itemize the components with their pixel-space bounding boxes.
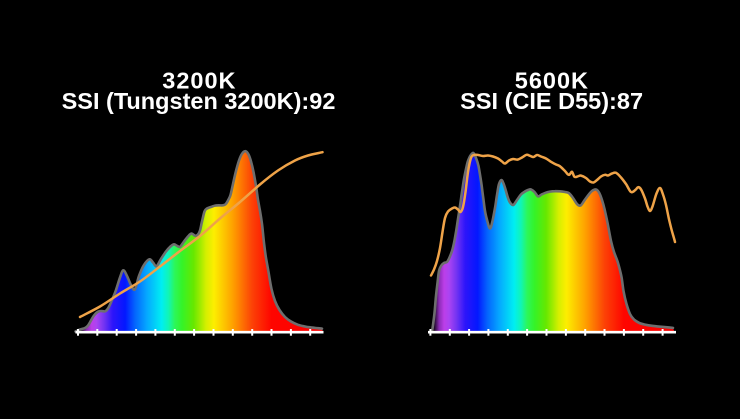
svg-text:SSI (CIE D55):87: SSI (CIE D55):87 (460, 88, 643, 114)
svg-text:3200K: 3200K (162, 67, 236, 93)
svg-text:SSI (Tungsten 3200K):92: SSI (Tungsten 3200K):92 (62, 88, 336, 114)
svg-text:5600K: 5600K (515, 67, 589, 93)
